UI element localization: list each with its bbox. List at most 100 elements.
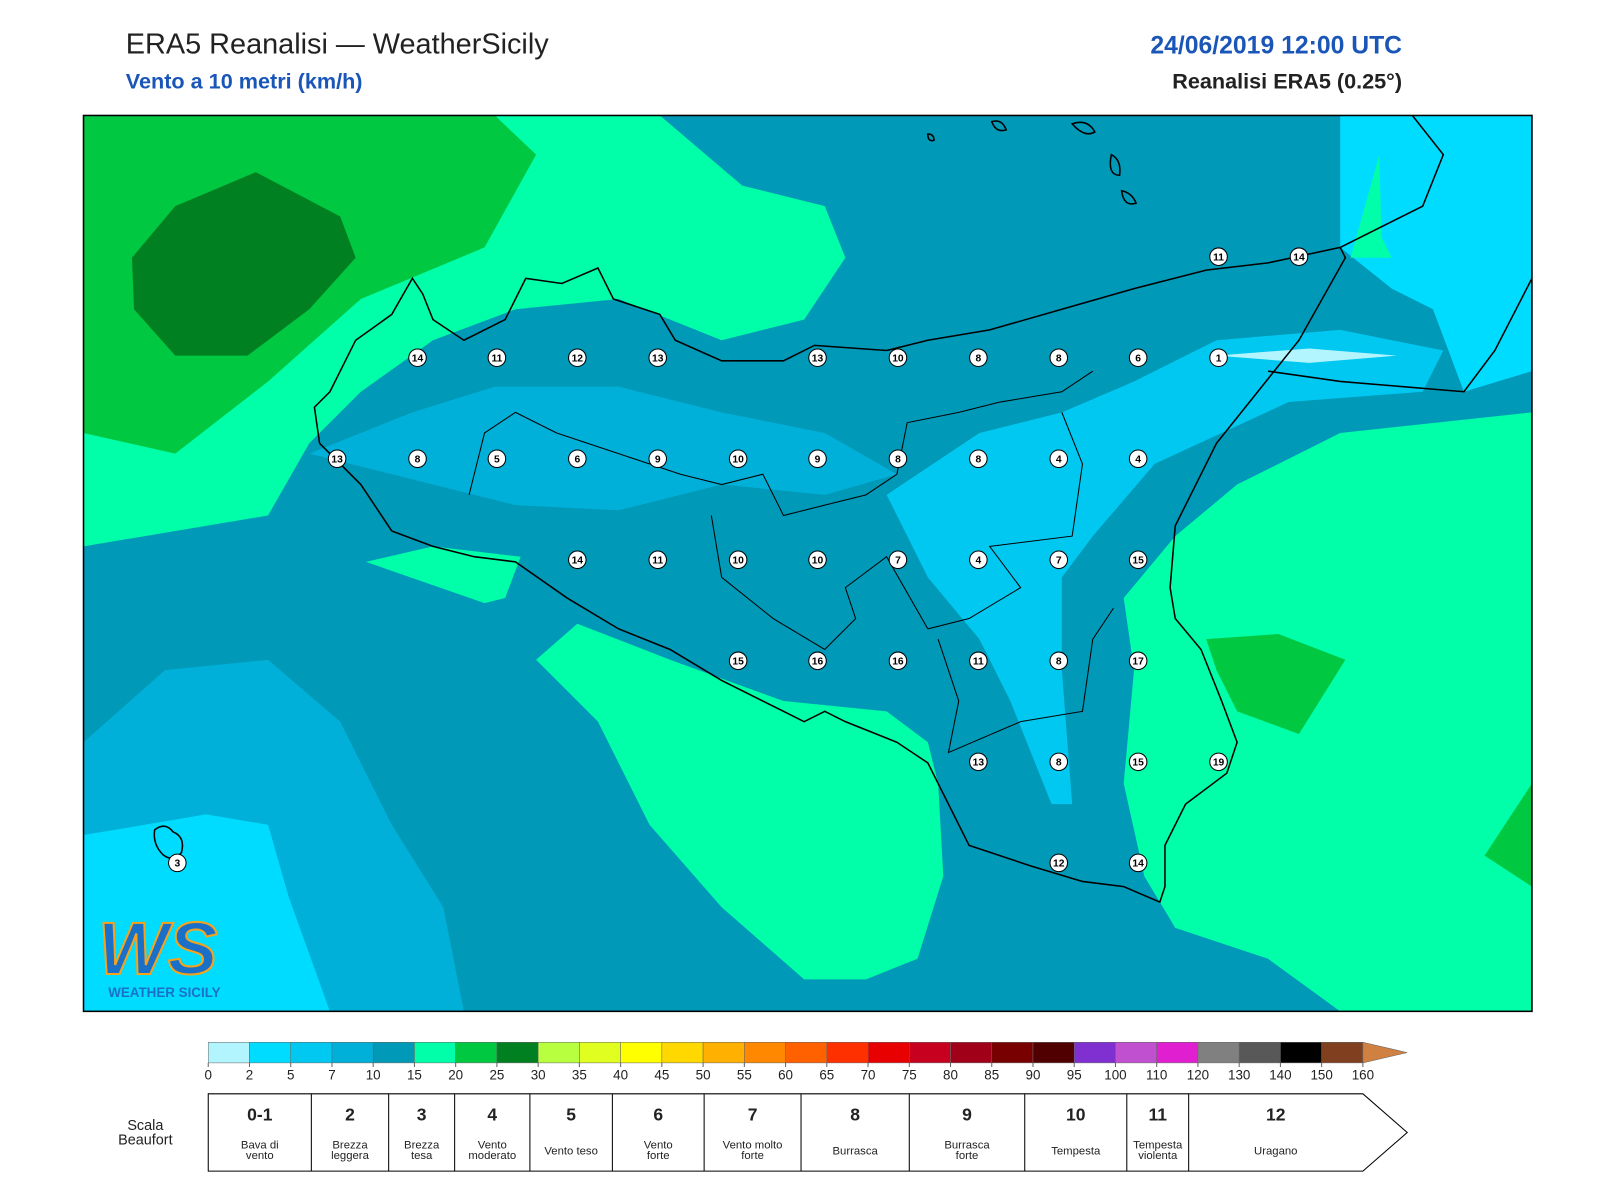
island <box>927 120 1138 205</box>
station-value: 16 <box>892 656 904 667</box>
station-marker <box>1128 853 1148 873</box>
station-marker <box>1128 449 1148 469</box>
colorbar-tick-label: 30 <box>531 1067 546 1082</box>
station-value: 8 <box>1056 656 1062 667</box>
colorbar-segment <box>1280 1042 1322 1064</box>
beaufort-desc: moderato <box>468 1150 516 1162</box>
field-zone <box>131 172 356 356</box>
logo: WS WEATHER SICILY <box>97 906 221 1000</box>
station-marker <box>888 550 908 570</box>
station-marker <box>648 348 668 368</box>
field-zone <box>1484 783 1532 887</box>
colorbar-tick-label: 15 <box>407 1067 422 1082</box>
beaufort-desc: Vento molto <box>723 1139 783 1151</box>
beaufort-desc: forte <box>741 1150 764 1162</box>
colorbar-segment <box>1073 1042 1116 1064</box>
island <box>153 825 184 860</box>
colorbar-tick-label: 160 <box>1352 1067 1374 1082</box>
colorbar-segment <box>372 1042 415 1064</box>
station-marker <box>1128 550 1148 570</box>
station-value: 16 <box>812 656 824 667</box>
beaufort-force: 4 <box>487 1105 497 1125</box>
colorbar-segment <box>249 1042 291 1064</box>
beaufort-force: 7 <box>748 1105 758 1125</box>
field-zone <box>365 546 521 604</box>
colorbar-segment <box>579 1042 621 1064</box>
station-marker <box>728 449 748 469</box>
station-marker <box>969 449 988 469</box>
colorbar-segment <box>207 1042 250 1064</box>
station-value: 6 <box>574 454 580 465</box>
station-value: 17 <box>1132 656 1144 667</box>
station-value: 13 <box>973 757 985 768</box>
colorbar-segment <box>1321 1042 1364 1064</box>
subtitle: Vento a 10 metri (km/h) <box>126 69 363 94</box>
field-zone <box>1350 154 1392 258</box>
station-value: 10 <box>732 454 744 465</box>
colorbar-tick-label: 25 <box>489 1067 504 1082</box>
map-frame <box>82 114 1533 1013</box>
colorbar: 0 2 5 7 10 15 20 25 30 35 40 45 50 55 60 65 70 75 80 85 90 95… <box>205 1041 1408 1082</box>
station-value: 10 <box>812 555 824 566</box>
station-marker <box>568 449 587 469</box>
station-value: 13 <box>331 454 343 465</box>
station-value: 14 <box>572 555 584 566</box>
beaufort-desc: forte <box>647 1150 670 1162</box>
colorbar-segment <box>620 1042 663 1064</box>
beaufort-desc: Uragano <box>1254 1146 1297 1158</box>
beaufort-desc: leggera <box>331 1150 369 1162</box>
colorbar-tick-label: 20 <box>448 1067 463 1082</box>
station-value: 8 <box>895 454 901 465</box>
station-value: 7 <box>895 555 901 566</box>
beaufort-label: Scala <box>127 1118 164 1134</box>
colorbar-segment <box>496 1042 539 1064</box>
beaufort-force: 5 <box>566 1105 576 1125</box>
station-value: 12 <box>1053 858 1065 869</box>
station-marker <box>408 449 427 469</box>
station-value: 19 <box>1213 757 1225 768</box>
colorbar-segment <box>455 1042 498 1064</box>
colorbar-segment <box>1115 1042 1157 1064</box>
station-marker <box>1049 348 1069 368</box>
station-value: 15 <box>732 656 744 667</box>
colorbar-tick-label: 110 <box>1146 1067 1167 1082</box>
colorbar-tick-label: 70 <box>861 1067 876 1082</box>
station-value: 4 <box>975 555 981 566</box>
station-value: 3 <box>174 858 180 869</box>
beaufort-desc: violenta <box>1138 1150 1178 1162</box>
coastline <box>313 246 1347 904</box>
colorbar-tick-label: 150 <box>1310 1067 1332 1082</box>
title: ERA5 Reanalisi — WeatherSicily <box>126 29 549 61</box>
logo-name: WEATHER SICILY <box>108 985 220 1000</box>
station-marker <box>888 348 908 368</box>
province-border <box>937 607 1114 754</box>
colorbar-tick-label: 10 <box>366 1067 381 1082</box>
colorbar-tick-label: 100 <box>1104 1067 1126 1082</box>
colorbar-tick-label: 85 <box>984 1067 999 1082</box>
station-marker <box>568 550 587 570</box>
field-zone <box>1216 348 1397 363</box>
colorbar-segment <box>537 1042 580 1064</box>
station-marker <box>969 348 988 368</box>
beaufort-force: 10 <box>1066 1105 1086 1125</box>
station-marker <box>969 752 988 772</box>
beaufort-desc: Brezza <box>404 1139 440 1151</box>
colorbar-segment <box>744 1042 786 1064</box>
wind-field <box>83 115 1532 1012</box>
station-marker <box>487 348 507 368</box>
colorbar-segment <box>1238 1042 1281 1064</box>
beaufort-force: 8 <box>850 1105 860 1125</box>
colorbar-tick-label: 75 <box>902 1067 917 1082</box>
station-marker <box>1128 651 1148 671</box>
colorbar-segment <box>785 1042 828 1064</box>
station-value: 15 <box>1132 555 1144 566</box>
field-zone <box>536 623 944 980</box>
beaufort-desc: Vento <box>478 1139 507 1151</box>
colorbar-tick-label: 7 <box>328 1067 335 1082</box>
colorbar-tick-label: 80 <box>943 1067 958 1082</box>
station-value: 10 <box>732 555 744 566</box>
station-value: 15 <box>1132 757 1144 768</box>
station-marker <box>969 550 988 570</box>
beaufort-force: 3 <box>417 1105 427 1125</box>
